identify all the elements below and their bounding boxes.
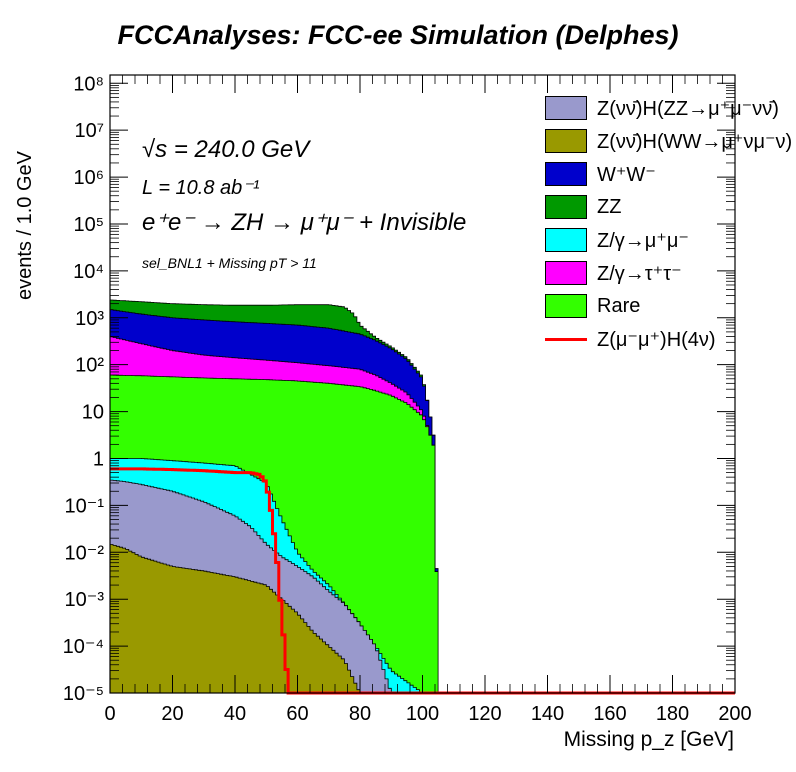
- x-tick-label: 140: [531, 703, 564, 725]
- y-tick-label: 10⁶: [74, 167, 104, 189]
- y-tick-label: 10⁵: [73, 214, 104, 236]
- y-tick-label: 10⁷: [75, 120, 104, 142]
- y-tick-label: 1: [93, 448, 104, 470]
- y-tick-label: 10⁻³: [65, 589, 105, 611]
- x-tick-label: 20: [161, 703, 183, 725]
- legend-color-swatch: [545, 228, 587, 252]
- legend-line-swatch: [545, 337, 587, 341]
- x-axis-label: Missing p_z [GeV]: [563, 728, 734, 751]
- legend-item: ZZ: [545, 191, 795, 223]
- y-tick-label: 10⁻⁴: [63, 636, 104, 658]
- y-tick-label: 10⁻²: [65, 542, 105, 564]
- legend-label: Z(νν̄)H(ZZ→μ⁺μ⁻νν̄): [597, 97, 779, 120]
- x-tick-label: 120: [468, 703, 501, 725]
- x-tick-label: 40: [224, 703, 246, 725]
- legend-item: Z/γ→μ⁺μ⁻: [545, 224, 795, 256]
- y-tick-label: 10²: [75, 355, 104, 377]
- y-tick-label: 10³: [75, 308, 104, 330]
- legend-item: Z(νν̄)H(ZZ→μ⁺μ⁻νν̄): [545, 92, 795, 124]
- x-tick-label: 60: [286, 703, 308, 725]
- legend-color-swatch: [545, 96, 587, 120]
- annotation-sqrt-s: √s = 240.0 GeV: [142, 136, 310, 163]
- legend-item: Z/γ→τ⁺τ⁻: [545, 257, 795, 289]
- legend-item: W⁺W⁻: [545, 158, 795, 190]
- x-tick-label: 0: [104, 703, 115, 725]
- y-tick-label: 10⁴: [73, 261, 104, 283]
- x-tick-label: 160: [593, 703, 626, 725]
- x-tick-label: 100: [406, 703, 439, 725]
- legend-label: Rare: [597, 294, 641, 317]
- legend-color-swatch: [545, 294, 587, 318]
- stack-6: [109, 544, 361, 694]
- legend-label: Z(νν̄)H(WW→μ⁺νμ⁻ν): [597, 130, 793, 153]
- x-tick-label: 80: [349, 703, 371, 725]
- legend-label: Z/γ→τ⁺τ⁻: [597, 262, 682, 285]
- legend-item: Rare: [545, 290, 795, 322]
- legend-item: Z(νν̄)H(WW→μ⁺νμ⁻ν): [545, 125, 795, 157]
- legend-color-swatch: [545, 261, 587, 285]
- legend-color-swatch: [545, 195, 587, 219]
- y-tick-label: 10⁻⁵: [63, 683, 104, 705]
- annotation-process: e⁺e⁻ → ZH → μ⁺μ⁻ + Invisible: [142, 209, 467, 236]
- legend-label: Z(μ⁻μ⁺)H(4ν): [597, 328, 716, 351]
- y-tick-label: 10⁸: [73, 73, 104, 95]
- legend-item: Z(μ⁻μ⁺)H(4ν): [545, 323, 795, 355]
- legend: Z(νν̄)H(ZZ→μ⁺μ⁻νν̄) Z(νν̄)H(WW→μ⁺νμ⁻ν) W⁺W…: [545, 92, 795, 357]
- legend-label: Z/γ→μ⁺μ⁻: [597, 229, 689, 252]
- y-tick-label: 10: [82, 402, 104, 424]
- legend-color-swatch: [545, 129, 587, 153]
- annotation-selection: sel_BNL1 + Missing pT > 11: [142, 255, 317, 271]
- legend-label: ZZ: [597, 195, 622, 218]
- chart-title: FCCAnalyses: FCC-ee Simulation (Delphes): [117, 20, 679, 50]
- legend-color-swatch: [545, 162, 587, 186]
- x-tick-label: 200: [718, 703, 751, 725]
- y-tick-label: 10⁻¹: [65, 495, 105, 517]
- annotation-luminosity: L = 10.8 ab⁻¹: [142, 177, 260, 199]
- x-tick-label: 180: [656, 703, 689, 725]
- legend-label: W⁺W⁻: [597, 163, 656, 186]
